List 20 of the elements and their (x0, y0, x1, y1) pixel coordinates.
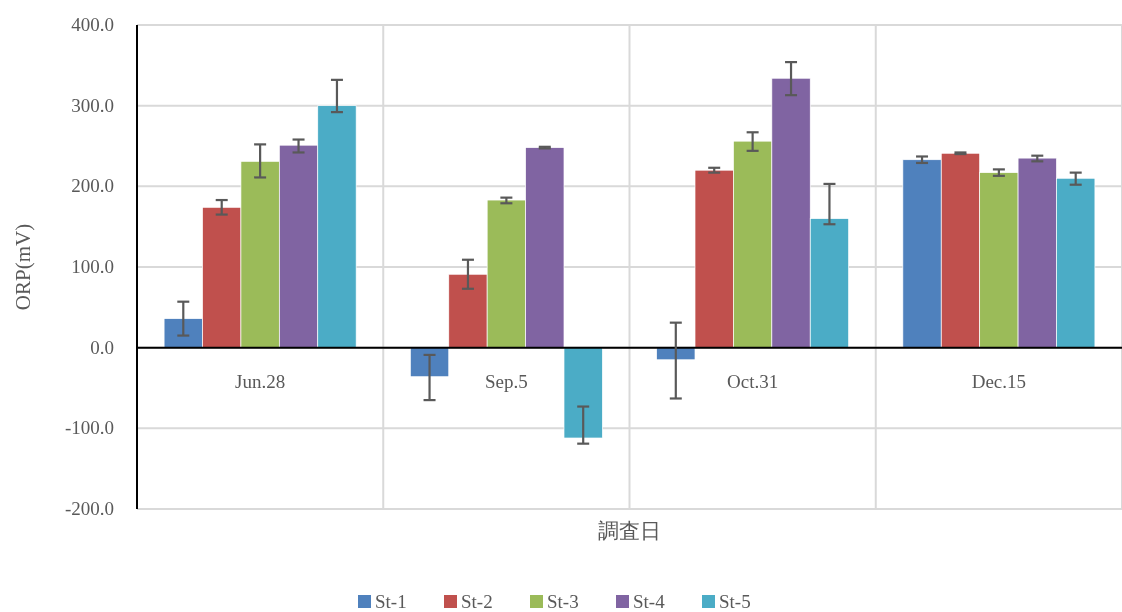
y-tick-label: 0.0 (90, 336, 114, 358)
y-tick-label: 200.0 (71, 175, 114, 197)
bar (409, 347, 450, 378)
legend-label: St-2 (461, 591, 493, 612)
legend-label: St-5 (719, 591, 751, 612)
y-axis-title: ORP(mV) (11, 223, 35, 311)
legend-label: St-4 (633, 591, 666, 612)
y-tick-label: -200.0 (64, 498, 114, 519)
x-tick-label: Sep.5 (485, 370, 528, 392)
x-tick-label: Jun.28 (235, 370, 286, 392)
y-tick-label: -100.0 (64, 417, 114, 439)
legend-label: St-3 (547, 591, 579, 612)
y-tick-label: 300.0 (71, 94, 114, 116)
x-tick-label: Oct.31 (727, 370, 779, 392)
legend-label: St-1 (375, 591, 407, 612)
y-tick-label: 100.0 (71, 256, 114, 277)
y-tick-label: 400.0 (71, 14, 114, 35)
x-tick-label: Dec.15 (971, 370, 1027, 392)
bar (563, 347, 603, 439)
x-axis-title: 調査日 (598, 519, 661, 543)
